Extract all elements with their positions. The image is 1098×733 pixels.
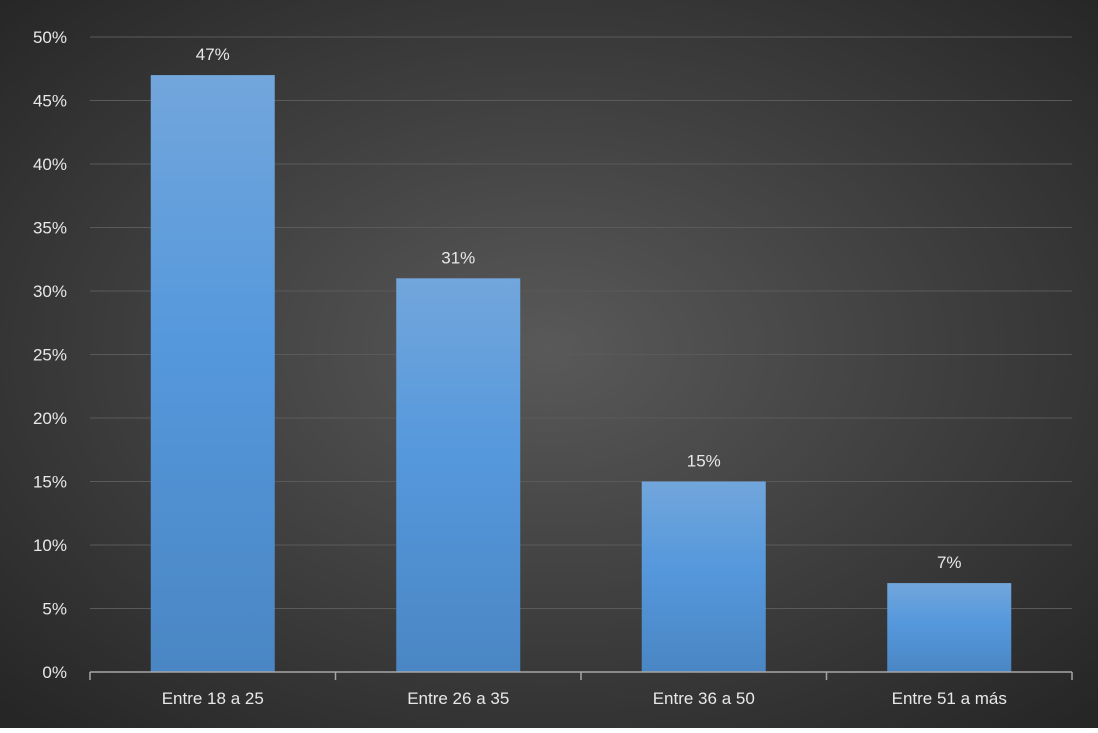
y-tick-label: 35%: [33, 219, 67, 238]
y-axis-tick-labels: 0% 5% 10% 15% 20% 25% 30% 35% 40% 45% 50%: [33, 28, 67, 682]
bar: [150, 75, 275, 673]
data-labels: 47% 31% 15% 7%: [196, 45, 962, 572]
data-label: 7%: [937, 553, 962, 572]
x-tick-label: Entre 26 a 35: [407, 689, 509, 708]
y-tick-label: 40%: [33, 155, 67, 174]
bar: [641, 481, 766, 672]
y-tick-label: 20%: [33, 409, 67, 428]
bars: [150, 75, 1012, 673]
x-axis: [89, 671, 1073, 680]
y-tick-label: 30%: [33, 282, 67, 301]
bar: [396, 278, 521, 672]
y-tick-label: 50%: [33, 28, 67, 47]
x-tick-label: Entre 36 a 50: [653, 689, 755, 708]
x-tick-label: Entre 51 a más: [892, 689, 1007, 708]
data-label: 31%: [441, 248, 475, 267]
y-tick-label: 10%: [33, 536, 67, 555]
y-tick-label: 5%: [42, 600, 67, 619]
y-tick-label: 25%: [33, 346, 67, 365]
bar: [887, 583, 1012, 672]
y-tick-label: 0%: [42, 663, 67, 682]
data-label: 15%: [687, 452, 721, 471]
data-label: 47%: [196, 45, 230, 64]
x-axis-tick-labels: Entre 18 a 25 Entre 26 a 35 Entre 36 a 50 E…: [162, 689, 1007, 708]
y-tick-label: 45%: [33, 92, 67, 111]
x-tick-label: Entre 18 a 25: [162, 689, 264, 708]
y-tick-label: 15%: [33, 473, 67, 492]
